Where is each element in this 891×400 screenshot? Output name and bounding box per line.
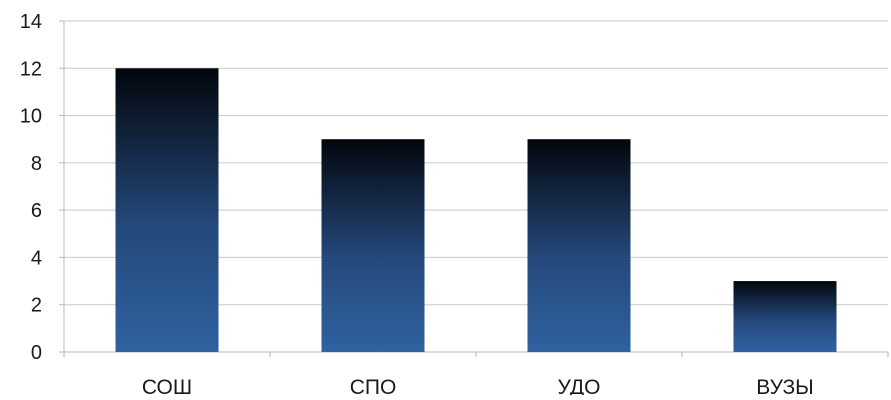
y-tick-label: 10 [20, 106, 42, 128]
bar-2 [321, 139, 425, 352]
y-tick-label: 12 [20, 58, 42, 80]
y-tick-label: 2 [31, 295, 42, 317]
x-tick-label: УДО [558, 376, 601, 395]
x-tick-labels: СОШ СПО УДО ВУЗЫ [142, 376, 814, 399]
bar-1 [115, 68, 219, 353]
x-tick-label: СПО [350, 376, 397, 395]
y-tick-labels: 0 2 4 6 8 10 12 14 [20, 11, 42, 364]
bar-4 [733, 281, 837, 352]
x-tick-label: СОШ [142, 376, 192, 395]
y-tick-label: 14 [20, 11, 42, 33]
bars [115, 68, 837, 353]
x-tick-label: ВУЗЫ [756, 376, 813, 395]
y-tick-label: 8 [31, 153, 42, 175]
y-tick-label: 0 [31, 342, 42, 364]
y-tick-label: 4 [31, 247, 42, 269]
bar-3 [527, 139, 631, 352]
y-tick-label: 6 [31, 200, 42, 222]
